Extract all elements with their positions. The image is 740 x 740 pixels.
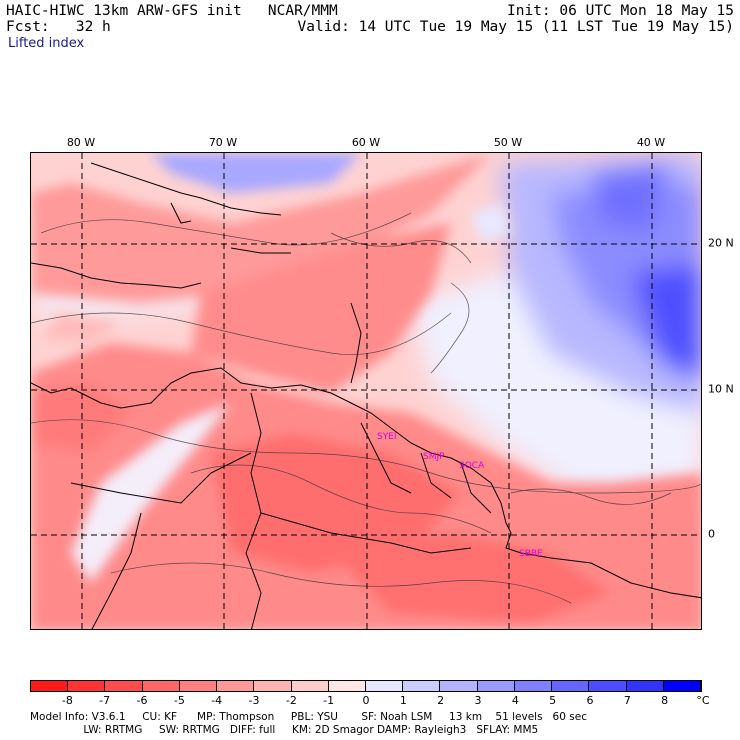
lat-label-20n: 20 N [708,236,734,250]
colorbar [30,680,702,692]
lon-label-80w: 80 W [66,136,96,149]
model-info-line1: Model Info: V3.6.1 CU: KF MP: Thompson P… [30,711,587,723]
lon-label-60w: 60 W [351,136,381,149]
lesser-antilles [350,302,362,384]
colorbar-swatch [477,681,515,691]
station-sbbe: SBBE [519,549,543,559]
contour-2 [31,312,452,356]
contour-1 [40,212,412,246]
unstable-amazon-core [211,433,461,573]
colorbar-swatch [254,681,292,691]
border-5 [420,452,452,499]
weak-unstable-patch [41,313,121,343]
colorbar-swatch [68,681,106,691]
init-time: Init: 06 UTC Mon 18 May 15 [507,3,734,19]
colorbar-swatch [31,681,69,691]
colorbar-tick-label: 1 [399,694,407,707]
colorbar-tick-label: 8 [661,694,669,707]
lon-label-40w: 40 W [636,136,666,149]
colorbar-tick-label: 4 [511,694,519,707]
colorbar-swatch [142,681,180,691]
colorbar-unit: °C [696,694,710,707]
stable-region-nw [151,153,361,193]
south-america-coast [31,367,701,599]
lat-label-0: 0 [708,527,715,541]
colorbar-swatch [179,681,218,691]
andes-neutral-strip [71,403,231,583]
colorbar-swatch [291,681,329,691]
greater-antilles [90,162,282,216]
contour-8 [510,488,672,505]
border-6 [460,462,492,514]
island-outline [170,202,192,224]
small-neutral-patch [471,203,511,243]
colorbar-swatch [552,681,590,691]
colorbar-swatch [365,681,404,691]
coastlines [31,162,701,629]
colorbar-swatch [626,681,664,691]
colorbar-tick-label: -4 [211,694,223,707]
lat-lon-grid [31,153,701,629]
colorbar-tick-label: -6 [136,694,148,707]
station-smjp: SMJP [423,452,445,462]
field-name: Lifted index [8,36,85,51]
colorbar-swatch [589,681,627,691]
stable-region-core [631,263,701,383]
colorbar-tick-label: -7 [99,694,111,707]
contour-7 [430,282,470,374]
colorbar-tick-label: -1 [323,694,335,707]
colorbar-tick-label: -3 [248,694,260,707]
valid-time: Valid: 14 UTC Tue 19 May 15 (11 LST Tue … [297,19,735,35]
lon-label-50w: 50 W [493,136,523,149]
map-canvas [31,153,701,629]
stable-region-north [591,163,671,233]
colorbar-tick-label: 5 [549,694,557,707]
station-soca: SOCA [459,461,485,471]
colorbar-swatch [217,681,255,691]
caribbean-coast [31,262,202,289]
station-syei: SYEI [377,432,397,442]
puerto-rico-outline [230,247,291,254]
colorbar-tick-label: 2 [437,694,445,707]
contour-3 [31,419,701,494]
lon-label-70w: 70 W [208,136,238,149]
model-title: HAIC-HIWC 13km ARW-GFS init NCAR/MMM [6,3,338,19]
unstable-caribbean-band [31,153,491,303]
border-3 [260,512,472,554]
colorbar-swatch [514,681,553,691]
colorbar-swatch [328,681,366,691]
border-7 [91,512,142,629]
unstable-colombia [31,383,131,453]
forecast-hour: Fcst: 32 h [6,19,111,35]
lifted-index-map: SYEI SMJP SOCA SBBE [30,152,702,630]
colorbar-swatch [403,681,441,691]
lat-label-10n: 10 N [708,382,734,396]
colorbar-tick-label: 3 [474,694,482,707]
contours [31,212,701,604]
colorbar-tick-label: -2 [285,694,297,707]
model-info-line2: LW: RRTMG SW: RRTMG DIFF: full KM: 2D Sm… [30,724,539,736]
colorbar-swatch [663,681,701,691]
colorbar-swatch [440,681,478,691]
contour-4 [190,464,492,534]
border-4 [360,422,412,494]
unstable-caribbean-east [191,223,451,393]
unstable-amazon-south [331,533,611,623]
colorbar-tick-label: -5 [173,694,185,707]
colorbar-tick-label: -8 [61,694,73,707]
contour-5 [110,562,572,604]
colorbar-tick-label: 6 [586,694,594,707]
colorbar-swatch [105,681,143,691]
contour-6 [330,232,472,264]
colorbar-tick-label: 7 [623,694,631,707]
colorbar-tick-label: 0 [362,694,370,707]
